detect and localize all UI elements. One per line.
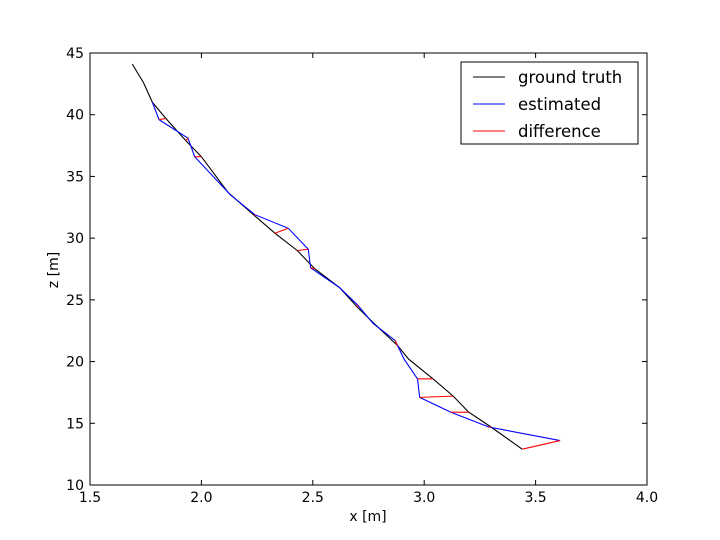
y-tick-label: 40 (66, 108, 84, 124)
y-tick-label: 20 (66, 355, 84, 371)
difference-segment-5 (274, 227, 289, 234)
difference-segment-7 (310, 267, 316, 270)
y-axis-label: z [m] (46, 252, 62, 288)
legend-label-2: difference (518, 122, 601, 141)
x-tick-label: 4.0 (636, 490, 658, 506)
x-tick-label: 3.0 (413, 490, 435, 506)
x-tick-label: 1.5 (79, 490, 101, 506)
series-line-1 (151, 102, 561, 442)
y-tick-label: 10 (66, 478, 84, 494)
y-tick-label: 35 (66, 169, 84, 185)
plot-layer (131, 63, 561, 450)
difference-segment-12 (419, 395, 454, 398)
legend: ground truth estimated difference (460, 61, 639, 145)
difference-segment-6 (297, 248, 309, 252)
y-tick-label: 45 (66, 46, 84, 62)
y-tick-label: 15 (66, 416, 84, 432)
legend-label-0: ground truth (518, 68, 622, 87)
difference-segment-1 (158, 117, 166, 121)
x-tick-label: 2.0 (190, 490, 212, 506)
y-tick-label: 25 (66, 293, 84, 309)
difference-segment-10 (394, 340, 398, 346)
difference-segment-15 (522, 440, 561, 450)
x-tick-label: 3.5 (524, 490, 546, 506)
y-tick-label: 30 (66, 231, 84, 247)
legend-label-1: estimated (518, 95, 601, 114)
x-axis-label: x [m] (349, 509, 386, 525)
x-tick-label: 2.5 (302, 490, 324, 506)
difference-segment-2 (185, 137, 189, 142)
axes-layer: 1.5 2.0 2.5 3.0 3.5 4.0 10 15 20 25 30 35 40 45 (66, 46, 658, 506)
plot-frame (89, 52, 648, 486)
legend-box (460, 61, 639, 145)
